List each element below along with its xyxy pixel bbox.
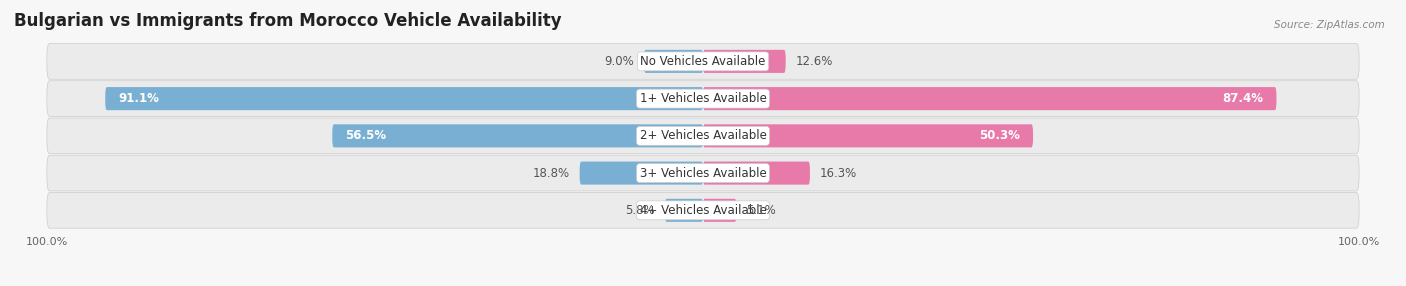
FancyBboxPatch shape [644, 50, 703, 73]
Text: 18.8%: 18.8% [533, 166, 569, 180]
Text: No Vehicles Available: No Vehicles Available [640, 55, 766, 68]
Text: 91.1%: 91.1% [118, 92, 159, 105]
Text: 2+ Vehicles Available: 2+ Vehicles Available [640, 129, 766, 142]
FancyBboxPatch shape [703, 50, 786, 73]
FancyBboxPatch shape [703, 124, 1033, 147]
FancyBboxPatch shape [703, 87, 1277, 110]
Text: 3+ Vehicles Available: 3+ Vehicles Available [640, 166, 766, 180]
Text: 5.1%: 5.1% [747, 204, 776, 217]
Text: Source: ZipAtlas.com: Source: ZipAtlas.com [1274, 20, 1385, 30]
Text: 16.3%: 16.3% [820, 166, 858, 180]
Text: Bulgarian vs Immigrants from Morocco Vehicle Availability: Bulgarian vs Immigrants from Morocco Veh… [14, 12, 561, 30]
Text: 9.0%: 9.0% [605, 55, 634, 68]
Text: 12.6%: 12.6% [796, 55, 832, 68]
Text: 56.5%: 56.5% [346, 129, 387, 142]
FancyBboxPatch shape [703, 162, 810, 185]
FancyBboxPatch shape [332, 124, 703, 147]
FancyBboxPatch shape [46, 192, 1360, 228]
FancyBboxPatch shape [579, 162, 703, 185]
FancyBboxPatch shape [665, 199, 703, 222]
FancyBboxPatch shape [46, 81, 1360, 116]
Text: 5.8%: 5.8% [626, 204, 655, 217]
FancyBboxPatch shape [46, 118, 1360, 154]
FancyBboxPatch shape [105, 87, 703, 110]
FancyBboxPatch shape [46, 155, 1360, 191]
FancyBboxPatch shape [46, 43, 1360, 79]
Text: 1+ Vehicles Available: 1+ Vehicles Available [640, 92, 766, 105]
Text: 4+ Vehicles Available: 4+ Vehicles Available [640, 204, 766, 217]
FancyBboxPatch shape [703, 199, 737, 222]
Text: 87.4%: 87.4% [1222, 92, 1264, 105]
Text: 50.3%: 50.3% [979, 129, 1019, 142]
